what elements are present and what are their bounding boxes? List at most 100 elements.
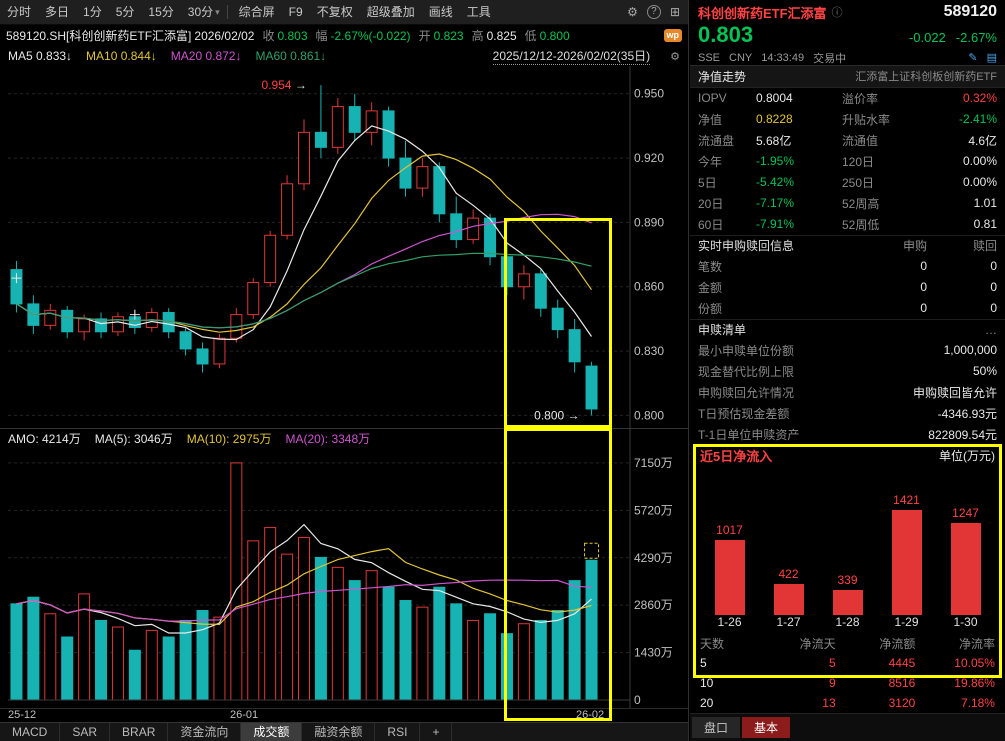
fund-data-row: 20日 -7.17% 52周高 1.01 xyxy=(690,193,1005,214)
date-range-selector[interactable]: 2025/12/12-2026/02/02(35日) xyxy=(492,49,651,65)
period-tab-1[interactable]: 多日 xyxy=(45,4,70,19)
metric-label: 升贴水率 xyxy=(842,112,891,127)
top-toolbar: 分时 多日 1分 5分 15分 30分 ▾ 综合屏 F9 不复权 超级叠加 画线 工具 ⚙? ⊞ xyxy=(0,0,688,25)
gear-icon[interactable]: ⚙ xyxy=(627,5,638,19)
volume-chart[interactable]: 7150万 5720万 4290万 2860万 1430万 0 xyxy=(0,428,689,708)
metric-label: 5日 xyxy=(698,175,717,190)
toolbar-item-4[interactable]: 画线 xyxy=(428,4,453,19)
flow-table-header-cell: 净流率 xyxy=(958,636,995,651)
flow-table-cell: 20 xyxy=(700,696,714,711)
flow-bar xyxy=(714,540,745,616)
metric-value: 0.81 xyxy=(973,217,997,232)
period-tab-0[interactable]: 分时 xyxy=(7,4,32,19)
x-axis-label: 26-01 xyxy=(230,709,259,721)
field-value: -2.67%(-0.022) xyxy=(330,28,411,43)
high-annotation: 0.954 → xyxy=(262,78,307,92)
flow-table-cell: 19.86% xyxy=(954,676,995,691)
indicator-tab[interactable]: BRAR xyxy=(110,723,169,741)
net-inflow-dates: 1-26 1-27 1-28 1-29 1-30 xyxy=(690,615,1005,633)
flow-bar-column: 1247 xyxy=(936,506,995,616)
redemption-rows: 最小申赎单位份额 1,000,000 现金替代比例上限 50% 申购赎回允许情况 申购赎回… xyxy=(690,340,1005,445)
flow-table-cell: 5 xyxy=(828,656,836,671)
help-icon[interactable]: ? xyxy=(646,5,661,19)
buy-value: 0 xyxy=(920,259,927,274)
flow-table-cell: 13 xyxy=(822,696,836,711)
edit-icon[interactable]: ✎ xyxy=(968,52,978,64)
metric-value: 4.6亿 xyxy=(968,133,997,148)
period-tab-4[interactable]: 15分 xyxy=(148,4,174,19)
svg-text:0.890: 0.890 xyxy=(634,215,664,229)
last-bar-marker xyxy=(584,542,600,559)
ma-indicator-bar: MA5 0.833↓ MA10 0.844↓ MA20 0.872↓ MA60 0.8… xyxy=(0,46,688,66)
list-icon[interactable]: ▤ xyxy=(986,52,997,64)
chart-settings-icon[interactable]: ⚙ xyxy=(670,50,680,63)
candles-layer xyxy=(10,85,598,416)
flow-bar-value: 422 xyxy=(778,567,799,582)
redeem-value: 0 xyxy=(990,280,997,295)
add-indicator-button[interactable]: + xyxy=(420,723,453,741)
column-redeem: 赎回 xyxy=(972,239,997,254)
flow-table-header-cell: 净流额 xyxy=(879,636,916,651)
toolbar-icons: ⚙? ⊞ xyxy=(627,5,688,19)
volume-ma-layer xyxy=(16,523,592,634)
panel-tab[interactable]: 基本 xyxy=(742,717,791,739)
toolbar-item-2[interactable]: 不复权 xyxy=(316,4,353,19)
fund-data-row: 5日 -5.42% 250日 0.00% xyxy=(690,172,1005,193)
svg-text:2860万: 2860万 xyxy=(634,598,673,612)
net-inflow-bar-chart[interactable]: 1017 422 339 1421 1247 xyxy=(690,466,1005,616)
candlestick-chart[interactable]: 0.950 0.920 0.890 0.860 0.830 0.800 0.954 → 0.8… xyxy=(0,66,689,428)
indicator-tab[interactable]: RSI xyxy=(375,723,421,741)
flow-bar-column: 422 xyxy=(759,567,818,616)
volume-ma-label: AMO: 4214万 xyxy=(8,432,81,446)
indicator-tab[interactable]: MACD xyxy=(0,723,61,741)
metric-label: 52周低 xyxy=(842,217,880,232)
grid-icon[interactable]: ⊞ xyxy=(669,5,680,19)
panel-tab[interactable]: 盘口 xyxy=(692,717,741,739)
buy-value: 0 xyxy=(920,301,927,316)
field-label: 幅 xyxy=(315,29,328,43)
low-annotation: 0.800 → xyxy=(534,408,579,422)
toolbar-item-0[interactable]: 综合屏 xyxy=(238,4,275,19)
list-item: 申购赎回允许情况 申购赎回皆允许 xyxy=(690,382,1005,403)
toolbar-item-3[interactable]: 超级叠加 xyxy=(366,4,415,19)
etf-name: 科创创新药ETF汇添富 xyxy=(698,5,827,21)
ma-value-label: MA60 0.861↓ xyxy=(255,49,327,63)
flow-bar-date: 1-26 xyxy=(717,615,742,630)
nav-link-nav-trend[interactable]: 净值走势 xyxy=(698,69,747,84)
indicator-tab[interactable]: SAR xyxy=(60,723,111,741)
toolbar-item-5[interactable]: 工具 xyxy=(466,4,491,19)
subscription-rows: 笔数 0 0 金额 0 0 份额 0 0 xyxy=(690,256,1005,319)
quote-panel: 科创创新药ETF汇添富 ⓘ 589120 0.803 -0.022 -2.67%… xyxy=(690,0,1005,741)
indicator-tab[interactable]: 成交额 xyxy=(241,723,303,741)
svg-text:4290万: 4290万 xyxy=(634,551,673,565)
ma-value-label: MA5 0.833↓ xyxy=(8,49,73,63)
flow-table-header-cell: 天数 xyxy=(700,636,725,651)
toolbar-item-1[interactable]: F9 xyxy=(288,4,303,19)
fund-data-row: IOPV 0.8004 溢价率 0.32% xyxy=(690,88,1005,109)
net-inflow-header: 近5日净流入 单位(万元) xyxy=(690,445,1005,467)
metric-label: 流通值 xyxy=(842,133,879,148)
period-tab-5[interactable]: 30分 xyxy=(187,4,214,19)
period-tab-2[interactable]: 1分 xyxy=(83,4,102,19)
flow-bar-column: 339 xyxy=(818,573,877,616)
subscription-row: 金额 0 0 xyxy=(690,277,1005,298)
list-item: T日预估现金差额 -4346.93元 xyxy=(690,403,1005,424)
flow-bar-column: 1421 xyxy=(877,493,936,616)
info-icon[interactable]: ⓘ xyxy=(831,7,843,19)
indicator-tab[interactable]: 资金流向 xyxy=(168,723,242,741)
more-icon[interactable]: … xyxy=(985,322,997,337)
volume-ma-label: MA(5): 3046万 xyxy=(94,432,173,446)
volume-bars-layer xyxy=(10,462,598,701)
svg-text:1430万: 1430万 xyxy=(634,646,673,660)
field-label: 开 xyxy=(418,29,431,43)
fund-metrics: IOPV 0.8004 溢价率 0.32% 净值 0.8228 升贴水率 -2.41% 流通盘 5… xyxy=(690,88,1005,235)
price-change: -0.022 -2.67% xyxy=(909,30,997,45)
indicator-tab[interactable]: 融资余额 xyxy=(302,723,376,741)
period-dropdown-icon[interactable]: ▾ xyxy=(215,6,220,17)
ma-lines-layer xyxy=(16,125,592,341)
period-tab-3[interactable]: 5分 xyxy=(115,4,135,19)
market-status: 交易中 xyxy=(813,52,847,65)
subscription-header: 实时申购赎回信息 申购 赎回 xyxy=(690,234,1005,256)
list-item: 最小申赎单位份额 1,000,000 xyxy=(690,340,1005,361)
subscription-row: 笔数 0 0 xyxy=(690,256,1005,277)
